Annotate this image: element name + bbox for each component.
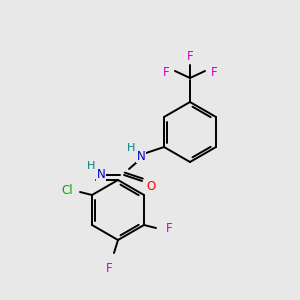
Text: N: N: [97, 167, 105, 181]
Text: Cl: Cl: [61, 184, 73, 196]
Text: F: F: [211, 65, 217, 79]
Text: N: N: [136, 149, 146, 163]
Text: H: H: [87, 161, 95, 171]
Text: F: F: [106, 262, 112, 275]
Text: F: F: [187, 50, 193, 64]
Text: F: F: [163, 65, 169, 79]
Text: H: H: [127, 143, 135, 153]
Text: F: F: [166, 223, 172, 236]
Text: O: O: [146, 181, 156, 194]
